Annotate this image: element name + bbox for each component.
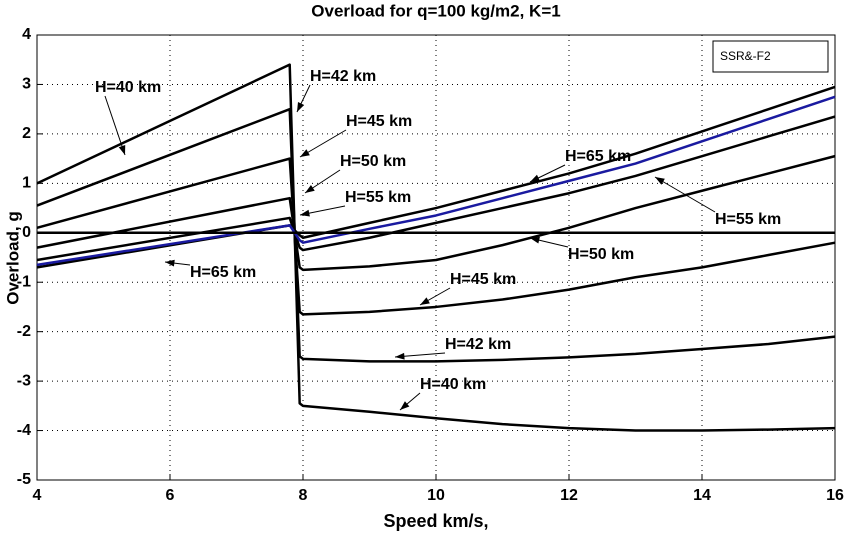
x-tick-label: 12	[560, 487, 578, 504]
legend-box	[712, 40, 829, 73]
y-tick-label: -4	[17, 422, 31, 439]
y-tick-label: 4	[22, 26, 31, 43]
y-tick-label: -3	[17, 372, 31, 389]
annotation: H=40 km	[95, 79, 161, 96]
y-tick-label: 0	[22, 224, 31, 241]
x-tick-label: 14	[693, 487, 711, 504]
annotation: H=45 km	[346, 113, 412, 130]
annotation: H=50 km	[340, 153, 406, 170]
arrow-head	[530, 174, 540, 182]
arrow-head	[300, 149, 310, 157]
x-tick-label: 10	[427, 487, 445, 504]
arrow-head	[420, 297, 430, 305]
y-tick-label: 2	[22, 125, 31, 142]
annotation: H=55 km	[715, 211, 781, 228]
series-line	[36, 95, 836, 267]
annotation-arrow	[654, 176, 716, 213]
y-tick-label: -5	[17, 471, 31, 488]
series-line	[36, 63, 836, 432]
annotation: H=42 km	[310, 68, 376, 85]
y-axis-label: Overload, g	[3, 211, 22, 305]
arrow-head	[165, 259, 175, 267]
annotation: H=65 km	[190, 264, 256, 281]
x-tick-label: 4	[33, 487, 42, 504]
y-tick-label: -2	[17, 323, 31, 340]
annotation-arrow	[104, 95, 126, 156]
x-tick-label: 16	[826, 487, 844, 504]
x-tick-label: 8	[299, 487, 308, 504]
series-line	[36, 115, 836, 262]
legend-text: SSR&-F2	[720, 49, 771, 63]
annotation: H=55 km	[345, 189, 411, 206]
series-line	[36, 154, 836, 272]
annotation: H=45 km	[450, 271, 516, 288]
arrow-head	[655, 177, 665, 185]
arrow-head	[118, 145, 126, 155]
arrow-head	[305, 184, 315, 193]
chart-title: Overload for q=100 kg/m2, K=1	[311, 1, 560, 20]
series-line	[36, 157, 836, 316]
x-tick-label: 6	[166, 487, 175, 504]
y-tick-label: -1	[17, 273, 31, 290]
annotation: H=40 km	[420, 376, 486, 393]
y-tick-label: 3	[22, 76, 31, 93]
arrow-head	[395, 352, 405, 360]
annotation: H=42 km	[445, 336, 511, 353]
arrow-head	[530, 236, 540, 244]
arrow-head	[297, 102, 305, 112]
y-tick-label: 1	[22, 175, 31, 192]
series-line	[36, 107, 836, 363]
annotation: H=50 km	[568, 246, 634, 263]
arrow-head	[300, 209, 310, 217]
plot-frame	[36, 34, 836, 481]
annotation: H=65 km	[565, 148, 631, 165]
x-axis-label: Speed km/s,	[383, 511, 488, 531]
arrow-head	[400, 401, 410, 410]
